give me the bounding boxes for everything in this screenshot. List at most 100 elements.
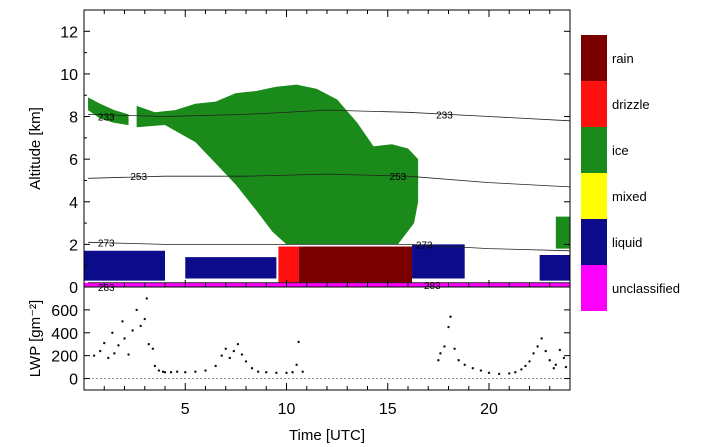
lwp-point — [528, 360, 531, 363]
isotherm-label: 233 — [436, 110, 453, 121]
legend-label: ice — [612, 143, 629, 158]
altitude-tick-label: 2 — [69, 237, 78, 254]
lwp-point — [145, 297, 148, 300]
lwp-point — [244, 360, 248, 363]
isotherm-label: 283 — [424, 281, 441, 292]
lwp-point — [214, 364, 217, 368]
lwp-point — [524, 364, 527, 368]
lwp-point — [463, 363, 466, 367]
lwp-point — [147, 343, 150, 346]
legend-swatch-drizzle — [581, 81, 607, 127]
lwp-point — [163, 371, 167, 374]
lwp-point — [151, 347, 155, 350]
region-liquid — [185, 257, 277, 279]
lwp-tick-label: 400 — [51, 326, 78, 343]
isotherm-label: 283 — [98, 283, 115, 294]
isotherm-label: 253 — [130, 172, 147, 183]
lwp-point — [552, 367, 555, 370]
legend-swatch-rain — [581, 35, 607, 81]
time-axis-ticks: 5 10 15 20 — [103, 10, 551, 418]
lwp-point — [449, 315, 452, 318]
altitude-tick-label: 4 — [69, 195, 78, 212]
lwp-point — [453, 347, 456, 350]
lwp-point — [139, 324, 142, 328]
lwp-point — [554, 363, 558, 367]
isotherm-label: 233 — [98, 113, 115, 124]
lwp-point — [291, 371, 294, 374]
legend-swatch-ice — [581, 127, 607, 173]
lwp-point — [92, 354, 96, 357]
altitude-tick-label: 10 — [60, 67, 78, 84]
legend-swatch-liquid — [581, 219, 607, 265]
classification-regions — [84, 84, 570, 287]
lwp-point — [240, 353, 244, 356]
lwp-point — [532, 352, 535, 355]
region-ice — [88, 97, 129, 126]
lwp-point — [99, 349, 102, 353]
region-ice — [555, 216, 570, 249]
isotherm-233 — [87, 109, 571, 122]
region-drizzle — [278, 246, 299, 287]
lwp-point — [447, 325, 450, 329]
lwp-point — [127, 353, 130, 356]
lwp-tick-label: 200 — [51, 349, 78, 366]
lwp-point — [194, 370, 197, 373]
altitude-tick-label: 0 — [69, 280, 78, 297]
lwp-point — [256, 370, 260, 373]
lwp-point — [161, 370, 165, 373]
lwp-point — [169, 371, 173, 374]
lwp-point — [157, 369, 161, 372]
lwp-point — [228, 356, 231, 360]
lwp-point — [285, 371, 288, 375]
lwp-point — [123, 337, 126, 340]
region-rain — [298, 246, 413, 287]
lwp-point — [117, 344, 120, 347]
lwp-point — [175, 370, 179, 373]
lwp-point — [121, 320, 124, 323]
legend-label: unclassified — [612, 281, 680, 296]
isotherm-273 — [87, 241, 571, 252]
time-axis-label: Time [UTC] — [289, 427, 365, 444]
legend-label: liquid — [612, 235, 642, 250]
lwp-point — [143, 317, 146, 321]
time-tick-label: 10 — [278, 401, 296, 418]
classification-panel: 233 233 253 253 273 273 283 283 0 2 4 6 8 10 12 Altit… — [27, 9, 571, 297]
lwp-point — [236, 343, 240, 346]
lwp-point — [439, 352, 442, 355]
altitude-tick-label: 12 — [60, 24, 78, 41]
lwp-point — [131, 329, 134, 332]
lwp-point — [544, 349, 547, 353]
temperature-isotherms: 233 233 253 253 273 273 283 283 — [87, 109, 571, 294]
lwp-point — [558, 348, 562, 352]
lwp-axis-ticks: 0 200 400 600 — [51, 303, 570, 389]
region-liquid — [412, 244, 465, 279]
lwp-point — [103, 341, 106, 345]
lwp-point — [548, 359, 551, 362]
altitude-tick-label: 8 — [69, 110, 78, 127]
lwp-point — [224, 347, 227, 350]
isotherm-label: 273 — [98, 238, 115, 249]
time-tick-label: 20 — [480, 401, 498, 418]
lwp-point — [275, 371, 278, 375]
lwp-point — [520, 368, 523, 371]
altitude-tick-label: 6 — [69, 152, 78, 169]
lwp-point — [111, 331, 114, 334]
lwp-point — [540, 337, 543, 340]
lwp-point — [471, 367, 474, 370]
lwp-point — [153, 364, 157, 368]
isotherm-253 — [87, 173, 571, 188]
lwp-point — [265, 371, 268, 374]
region-liquid — [539, 255, 570, 281]
legend-label: drizzle — [612, 97, 650, 112]
lwp-point — [232, 349, 236, 353]
lwp-axis-label: LWP [gm⁻²] — [27, 300, 44, 377]
lwp-point — [204, 369, 207, 372]
lwp-point — [113, 352, 116, 355]
lwp-point — [297, 340, 300, 344]
legend-swatch-mixed — [581, 173, 607, 219]
lwp-point — [487, 371, 491, 375]
legend-label: rain — [612, 51, 634, 66]
lwp-point — [437, 359, 440, 362]
lwp-tick-label: 0 — [69, 372, 78, 389]
